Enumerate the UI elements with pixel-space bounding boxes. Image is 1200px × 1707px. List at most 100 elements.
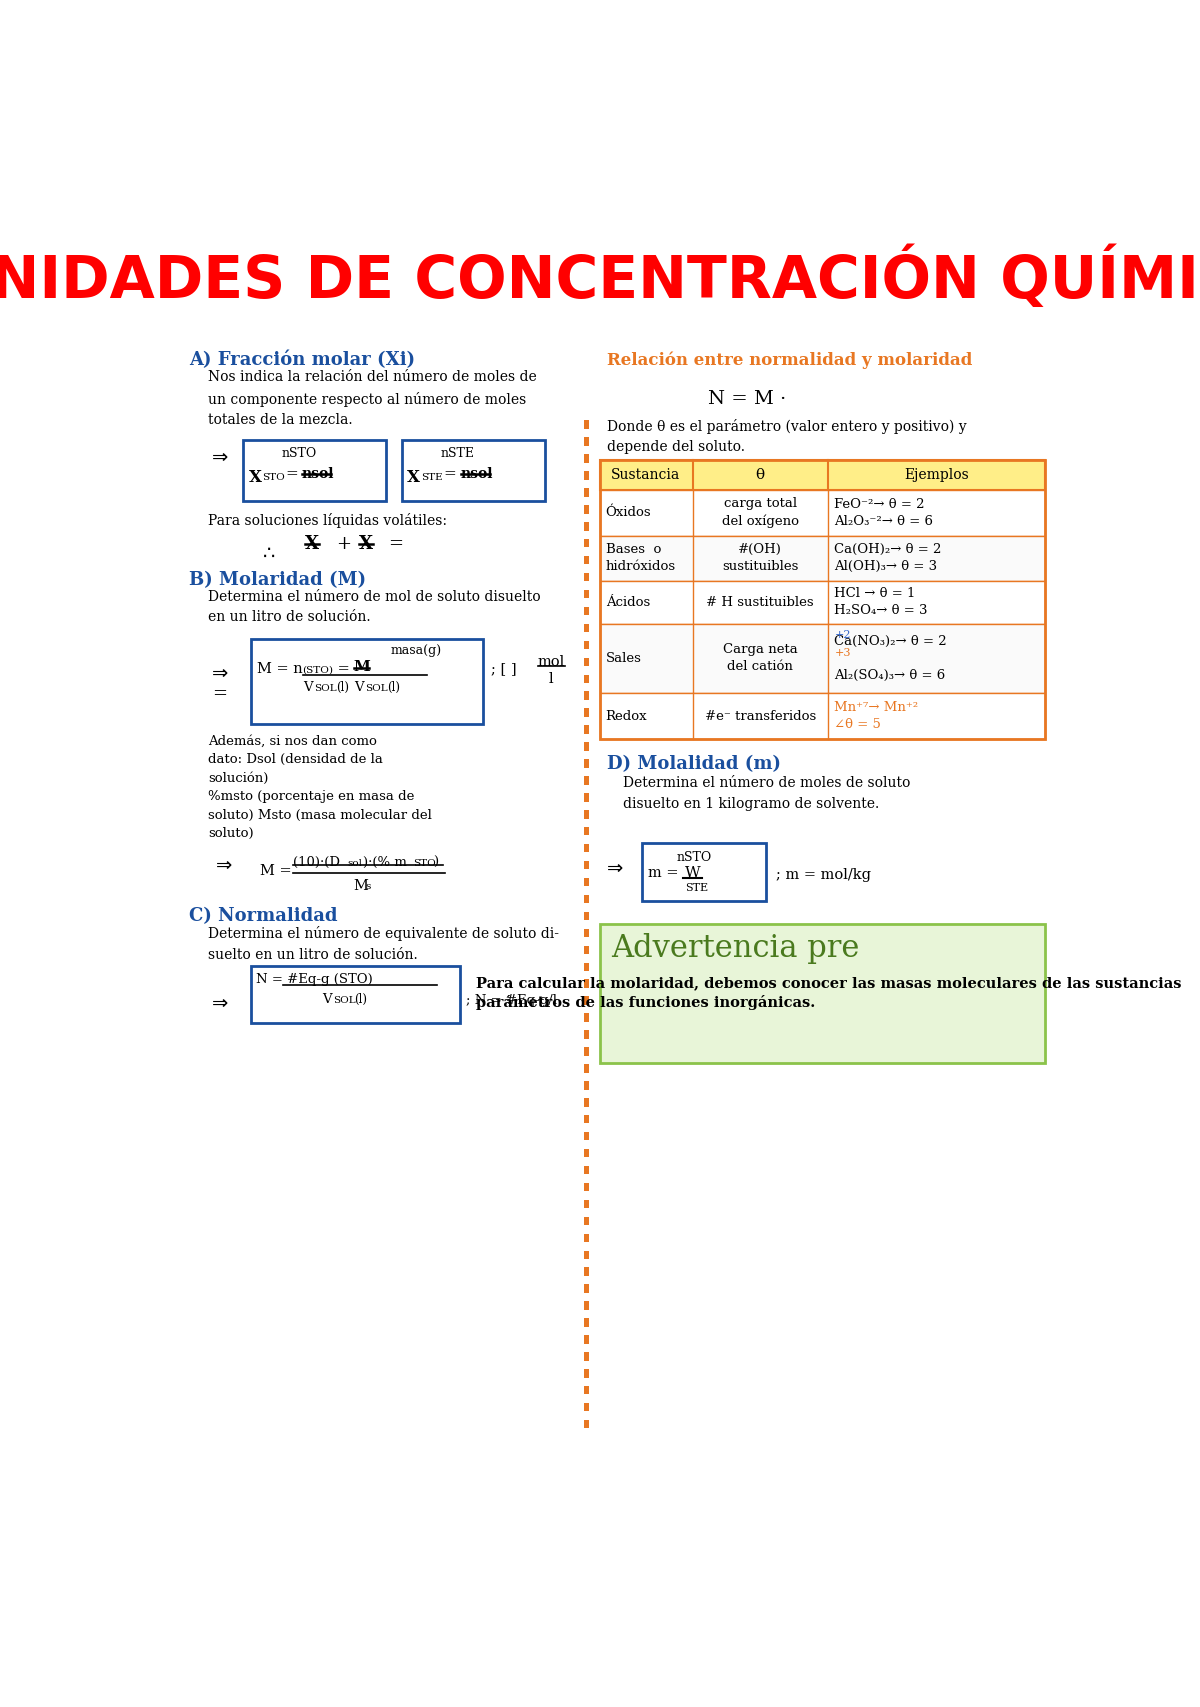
Bar xyxy=(584,454,589,463)
Bar xyxy=(584,488,589,497)
Text: HCl → θ = 1
H₂SO₄→ θ = 3: HCl → θ = 1 H₂SO₄→ θ = 3 xyxy=(834,587,928,618)
Bar xyxy=(600,623,1045,693)
Text: FeO⁻²→ θ = 2
Al₂O₃⁻²→ θ = 6: FeO⁻²→ θ = 2 Al₂O₃⁻²→ θ = 6 xyxy=(834,498,934,527)
Text: Ejemplos: Ejemplos xyxy=(905,468,970,481)
Bar xyxy=(584,1166,589,1174)
Text: sol: sol xyxy=(348,859,362,867)
Text: Advertencia pre: Advertencia pre xyxy=(611,934,859,964)
Bar xyxy=(584,1046,589,1055)
Text: =: = xyxy=(212,685,227,703)
Text: )·(% m: )·(% m xyxy=(364,855,407,869)
Bar xyxy=(584,1267,589,1275)
Text: Sustancia: Sustancia xyxy=(611,468,680,481)
Bar xyxy=(584,1386,589,1395)
Text: (STO): (STO) xyxy=(302,666,332,674)
Text: ⇒: ⇒ xyxy=(607,859,624,877)
Text: Además, si nos dan como
dato: Dsol (densidad de la
solución)
%msto (porcentaje e: Además, si nos dan como dato: Dsol (dens… xyxy=(208,734,432,840)
Bar xyxy=(600,580,1045,623)
Text: Sales: Sales xyxy=(606,652,642,664)
Text: nsol: nsol xyxy=(302,466,335,481)
Text: =: = xyxy=(388,534,403,553)
Text: parámetros de las funciones inorgánicas.: parámetros de las funciones inorgánicas. xyxy=(475,995,815,1011)
Bar xyxy=(584,963,589,971)
Bar xyxy=(584,623,589,632)
Bar xyxy=(584,1063,589,1072)
Text: #e⁻ transferidos: #e⁻ transferidos xyxy=(704,710,816,722)
Bar xyxy=(584,539,589,548)
Text: STE: STE xyxy=(685,883,708,893)
Bar xyxy=(584,657,589,666)
Text: s: s xyxy=(366,883,371,891)
Text: ∴: ∴ xyxy=(263,543,275,563)
Bar xyxy=(584,574,589,582)
Text: STO: STO xyxy=(263,473,286,481)
Bar xyxy=(600,490,1045,536)
Bar xyxy=(584,946,589,954)
Bar xyxy=(584,777,589,785)
Text: SOL: SOL xyxy=(314,685,337,693)
Bar xyxy=(584,1301,589,1309)
Text: X: X xyxy=(359,534,373,553)
Bar xyxy=(584,1081,589,1089)
Text: nSTO: nSTO xyxy=(677,850,713,864)
Text: X: X xyxy=(248,469,262,486)
Text: (l): (l) xyxy=(388,681,400,693)
Bar xyxy=(584,1318,589,1326)
Bar xyxy=(584,811,589,819)
Text: +2: +2 xyxy=(834,630,851,640)
Text: STE: STE xyxy=(421,473,443,481)
Text: Óxidos: Óxidos xyxy=(606,507,652,519)
Bar xyxy=(600,693,1045,739)
Bar xyxy=(584,1014,589,1022)
Text: Determina el número de mol de soluto disuelto
en un litro de solución.: Determina el número de mol de soluto dis… xyxy=(208,591,541,625)
Text: X: X xyxy=(305,534,319,553)
Text: Carga neta
del catión: Carga neta del catión xyxy=(722,644,798,673)
Bar xyxy=(584,522,589,531)
Bar xyxy=(584,606,589,615)
Text: STO: STO xyxy=(413,859,436,867)
Bar xyxy=(600,461,1045,490)
Bar xyxy=(584,929,589,937)
Bar xyxy=(584,1115,589,1123)
Text: X: X xyxy=(407,469,420,486)
Text: (l): (l) xyxy=(336,681,349,693)
Text: SOL: SOL xyxy=(366,685,388,693)
Text: ; [ ]: ; [ ] xyxy=(491,662,517,676)
Text: V: V xyxy=(304,681,313,693)
Bar xyxy=(584,1369,589,1378)
Text: θ: θ xyxy=(756,468,764,481)
Bar xyxy=(600,536,1045,580)
Bar xyxy=(584,1217,589,1226)
Bar xyxy=(584,1098,589,1106)
Text: +3: +3 xyxy=(834,649,851,659)
Text: m =: m = xyxy=(648,865,683,881)
Text: Bases  o
hidróxidos: Bases o hidróxidos xyxy=(606,543,676,574)
Bar xyxy=(584,1183,589,1191)
Bar xyxy=(584,860,589,869)
Bar xyxy=(584,505,589,514)
Text: Determina el número de equivalente de soluto di-
suelto en un litro de solución.: Determina el número de equivalente de so… xyxy=(208,927,559,963)
Text: =: = xyxy=(444,466,462,481)
Bar xyxy=(402,440,545,502)
Bar xyxy=(584,640,589,649)
Text: A) Fracción molar (Xi): A) Fracción molar (Xi) xyxy=(188,352,415,369)
Bar xyxy=(584,743,589,751)
Bar xyxy=(584,1132,589,1140)
Text: ⇒: ⇒ xyxy=(212,993,228,1012)
Text: UNIDADES DE CONCENTRACIÓN QUÍMICA: UNIDADES DE CONCENTRACIÓN QUÍMICA xyxy=(0,246,1200,309)
Text: N = #Eq-g (STO): N = #Eq-g (STO) xyxy=(256,973,373,987)
Bar xyxy=(584,420,589,428)
Text: M: M xyxy=(354,661,371,674)
Text: B) Molaridad (M): B) Molaridad (M) xyxy=(188,572,366,589)
Bar xyxy=(584,691,589,700)
Bar xyxy=(584,912,589,920)
Bar xyxy=(251,638,484,724)
Bar xyxy=(584,760,589,768)
Bar xyxy=(584,1403,589,1412)
Text: ; m = mol/kg: ; m = mol/kg xyxy=(776,867,871,883)
Text: masa(g): masa(g) xyxy=(390,644,442,657)
Text: =: = xyxy=(332,662,354,676)
Text: M: M xyxy=(353,879,368,893)
Bar xyxy=(584,556,589,565)
Text: ⇒: ⇒ xyxy=(212,447,228,468)
